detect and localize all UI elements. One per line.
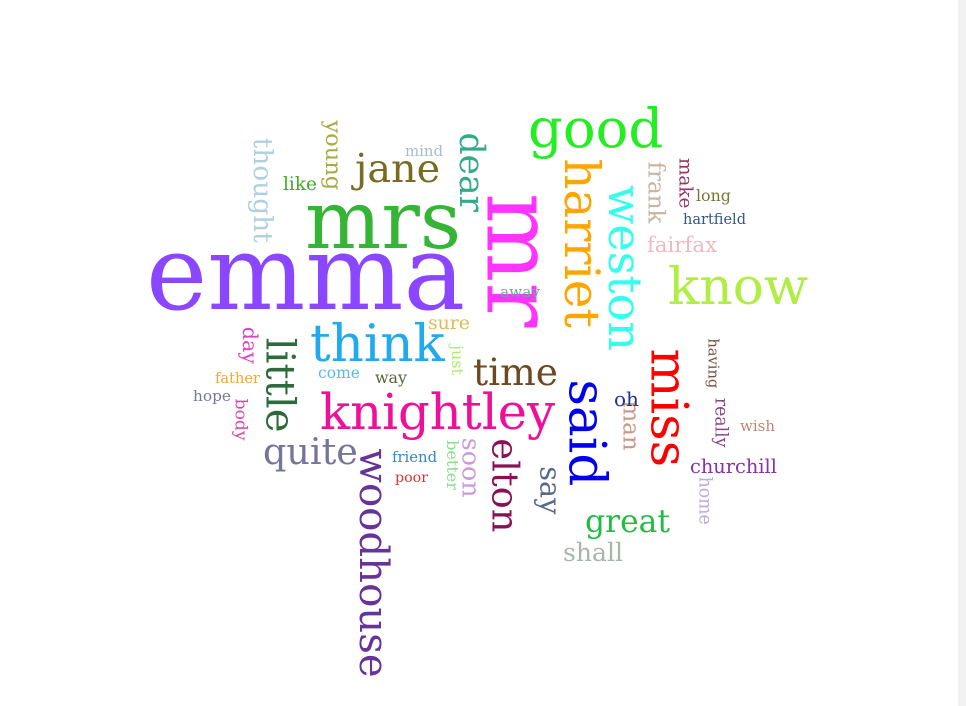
word-way: way bbox=[375, 368, 407, 387]
word-churchill: churchill bbox=[690, 454, 777, 478]
word-come: come bbox=[318, 364, 361, 382]
word-really: really bbox=[709, 397, 730, 448]
word-father: father bbox=[215, 369, 261, 387]
word-poor: poor bbox=[395, 470, 429, 486]
word-frank: frank bbox=[642, 161, 669, 224]
word-woodhouse: woodhouse bbox=[349, 448, 396, 678]
word-away: away bbox=[500, 282, 541, 301]
word-good: good bbox=[528, 95, 664, 160]
word-day: day bbox=[237, 326, 262, 364]
word-young: young bbox=[320, 119, 347, 190]
word-mind: mind bbox=[405, 141, 444, 160]
word-like: like bbox=[283, 174, 317, 195]
page-edge bbox=[958, 0, 966, 706]
word-weston: weston bbox=[598, 184, 653, 351]
word-say: say bbox=[532, 465, 567, 514]
word-elton: elton bbox=[483, 437, 527, 532]
word-friend: friend bbox=[392, 448, 438, 466]
word-little: little bbox=[256, 337, 303, 433]
word-having: having bbox=[703, 337, 721, 388]
word-dear: dear bbox=[451, 132, 492, 213]
word-long: long bbox=[696, 186, 731, 205]
word-just: just bbox=[448, 345, 468, 376]
word-emma: emma bbox=[146, 214, 466, 334]
word-time: time bbox=[473, 349, 559, 394]
word-better: better bbox=[443, 440, 463, 491]
word-think: think bbox=[310, 314, 445, 374]
word-quite: quite bbox=[263, 430, 358, 473]
word-make: make bbox=[674, 157, 696, 208]
word-mrs: mrs bbox=[305, 172, 462, 267]
word-body: body bbox=[230, 398, 251, 441]
word-sure: sure bbox=[428, 312, 470, 334]
word-thought: thought bbox=[246, 137, 278, 243]
word-oh: oh bbox=[614, 387, 639, 411]
word-wish: wish bbox=[740, 416, 776, 435]
word-know: know bbox=[668, 256, 809, 317]
word-shall: shall bbox=[563, 538, 624, 567]
word-hope: hope bbox=[193, 386, 231, 405]
word-jane: jane bbox=[355, 146, 441, 192]
word-home: home bbox=[694, 476, 715, 525]
word-hartfield: hartfield bbox=[683, 212, 746, 228]
word-miss: miss bbox=[638, 348, 699, 467]
word-great: great bbox=[585, 504, 670, 540]
word-mr: mr bbox=[463, 192, 574, 328]
word-fairfax: fairfax bbox=[647, 232, 718, 258]
word-knightley: knightley bbox=[320, 382, 556, 441]
